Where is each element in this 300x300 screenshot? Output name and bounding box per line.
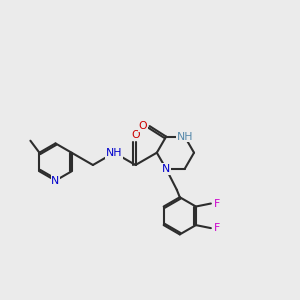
Text: N: N: [162, 164, 170, 174]
Text: F: F: [214, 223, 220, 233]
Text: N: N: [51, 176, 60, 186]
Text: O: O: [139, 121, 147, 131]
Text: NH: NH: [106, 148, 122, 158]
Text: NH: NH: [176, 132, 193, 142]
Text: F: F: [214, 199, 220, 208]
Text: O: O: [131, 130, 140, 140]
